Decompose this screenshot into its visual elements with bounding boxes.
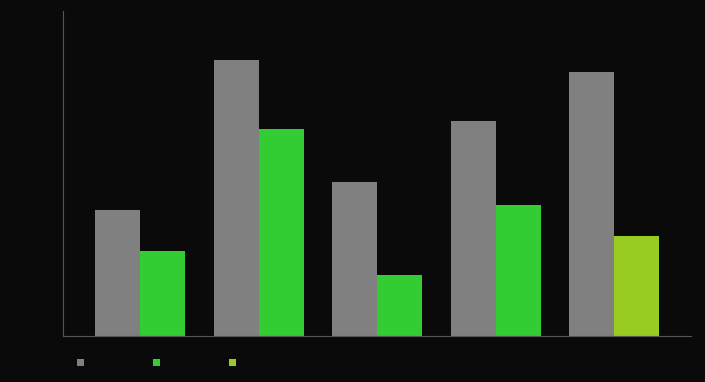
Bar xyxy=(614,236,659,336)
Bar xyxy=(450,121,496,336)
Bar xyxy=(569,71,614,336)
Bar xyxy=(259,129,304,336)
Bar xyxy=(95,210,140,336)
Bar xyxy=(140,251,185,336)
Bar xyxy=(332,182,377,336)
Bar xyxy=(377,275,422,336)
Bar xyxy=(214,60,259,336)
Legend: , , : , , xyxy=(74,355,241,371)
Bar xyxy=(496,205,541,336)
